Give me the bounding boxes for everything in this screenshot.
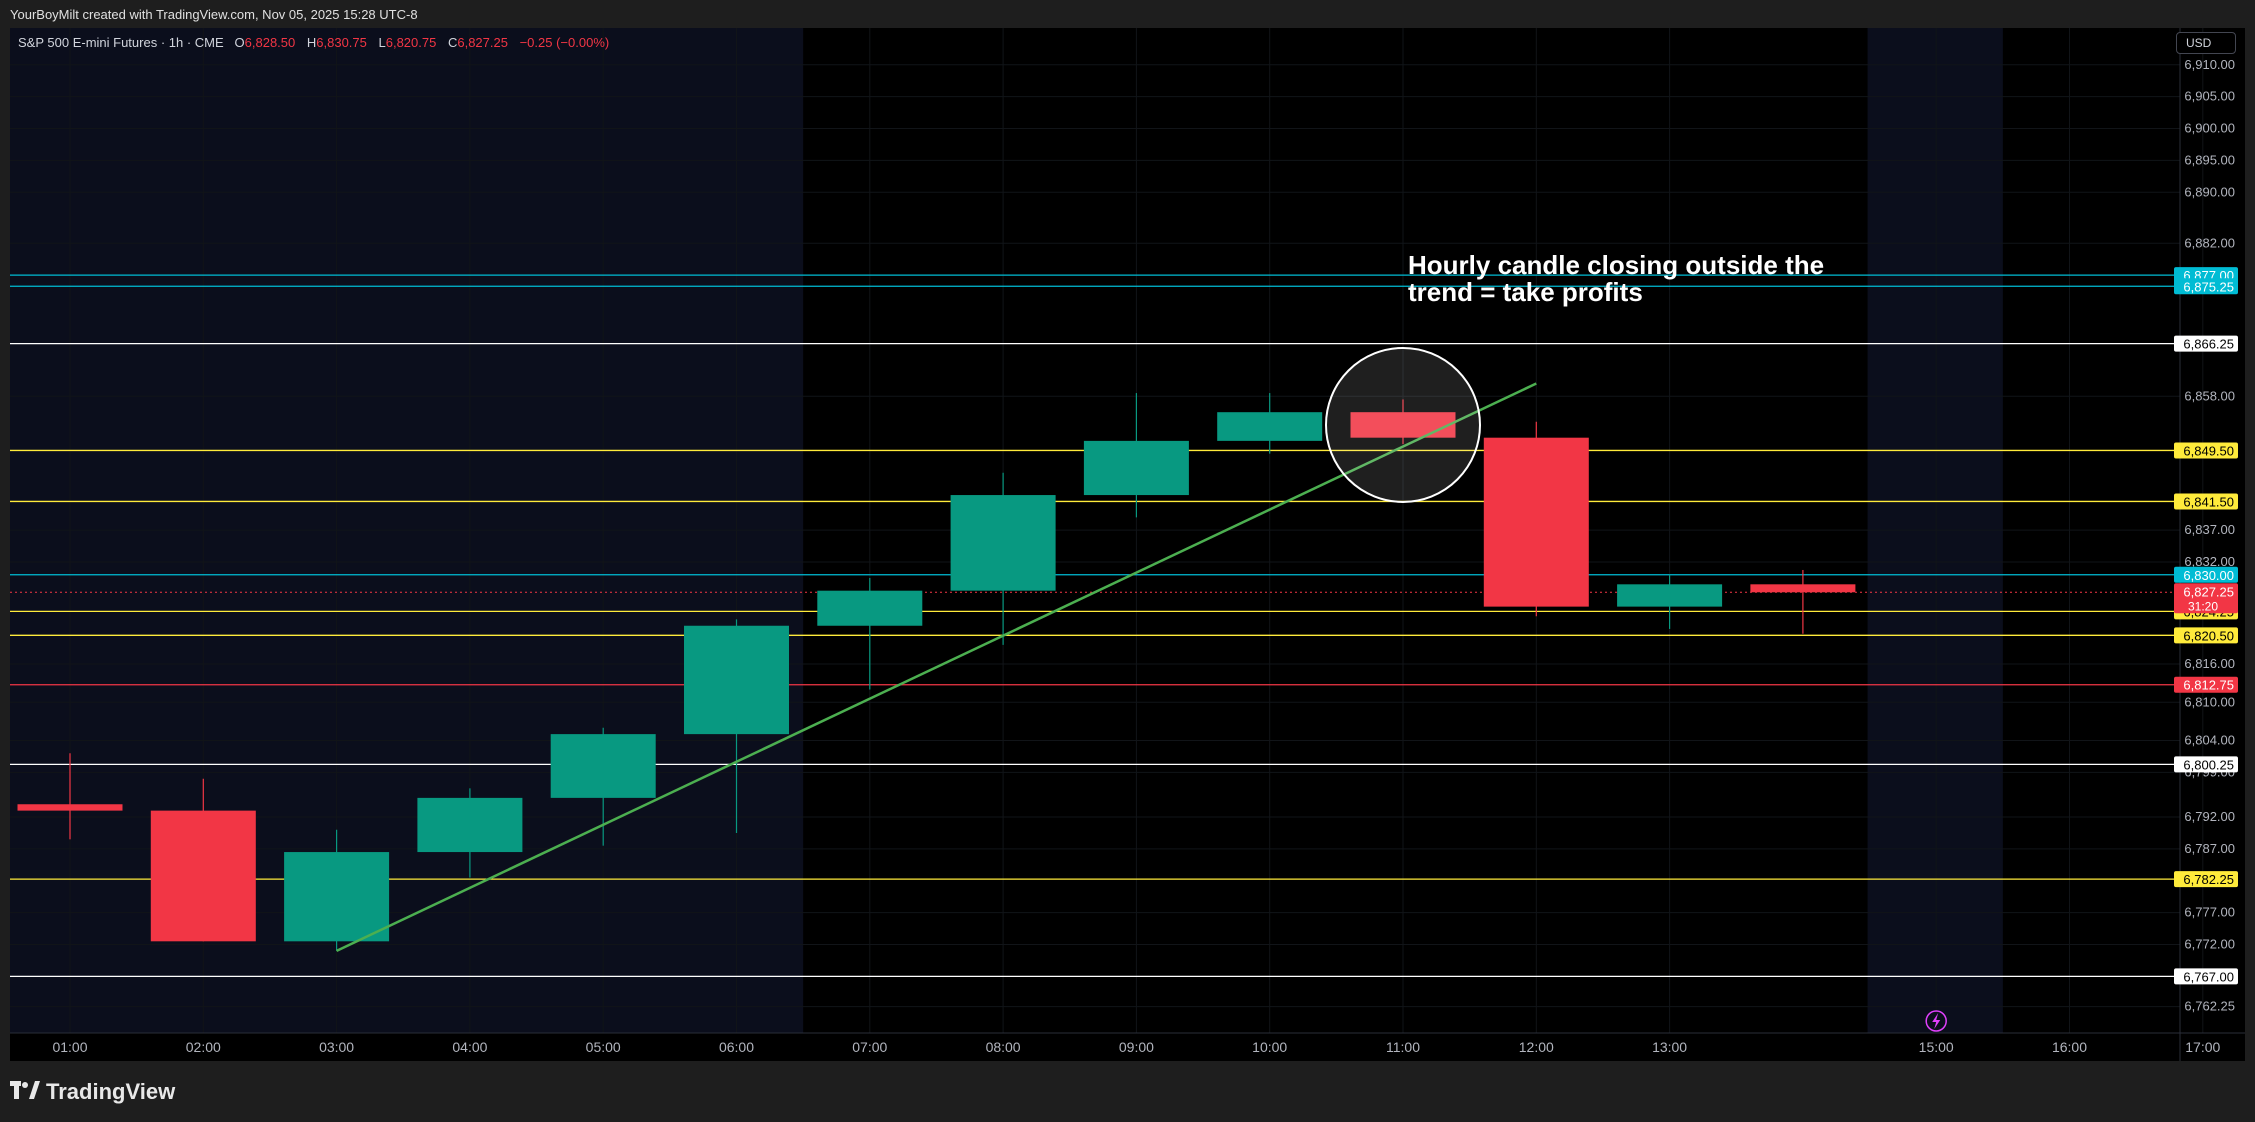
- price-tick-label: 6,777.00: [2184, 905, 2235, 920]
- candle-body: [1617, 584, 1723, 607]
- lightning-icon-bolt: [1932, 1013, 1941, 1029]
- price-tick-label: 6,882.00: [2184, 235, 2235, 250]
- time-tick-label: 11:00: [1386, 1039, 1420, 1055]
- time-tick-label: 15:00: [1919, 1039, 1954, 1055]
- time-tick-label: 03:00: [319, 1039, 354, 1055]
- price-tick-label: 6,910.00: [2184, 57, 2235, 72]
- price-tick-label: 6,858.00: [2184, 388, 2235, 403]
- chart-pane[interactable]: 6,910.00 6,905.00 6,900.00 6,895.00 6,890.00…: [10, 28, 2245, 1061]
- level-price-tag: [2174, 756, 2238, 773]
- level-price-tag-label: 6,830.00: [2183, 568, 2234, 583]
- level-price-tag-label: 6,800.25: [2183, 757, 2234, 772]
- time-tick-label: 01:00: [52, 1039, 87, 1055]
- level-price-tag: [2174, 278, 2238, 295]
- time-tick-label: 16:00: [2052, 1039, 2087, 1055]
- level-price-tag-label: 6,849.50: [2183, 443, 2234, 458]
- price-tick-label: 6,895.00: [2184, 152, 2235, 167]
- candle-body: [1350, 412, 1456, 438]
- low-label: L: [378, 35, 386, 50]
- symbol-legend[interactable]: S&P 500 E-mini Futures · 1h · CME O6,828…: [18, 35, 617, 50]
- time-tick-label: 09:00: [1119, 1039, 1154, 1055]
- level-price-tag: [2174, 335, 2238, 352]
- time-tick-label: 02:00: [186, 1039, 221, 1055]
- level-price-tag-label: 6,812.75: [2183, 678, 2234, 693]
- level-price-tag-label: 6,841.50: [2183, 494, 2234, 509]
- level-price-tag-label: 6,782.25: [2183, 872, 2234, 887]
- change-value: −0.25 (−0.00%): [519, 35, 610, 50]
- price-tick-label: 6,905.00: [2184, 89, 2235, 104]
- lightning-icon-ring: [1925, 1010, 1947, 1032]
- price-tick-label: 6,816.00: [2184, 656, 2235, 671]
- chart-annotation-text: Hourly candle closing outside the trend …: [1408, 250, 1825, 307]
- price-tick-label: 6,762.25: [2184, 999, 2235, 1014]
- symbol-name[interactable]: S&P 500 E-mini Futures · 1h · CME: [18, 35, 224, 50]
- time-tick-label: 07:00: [852, 1039, 887, 1055]
- time-tick-label: 05:00: [586, 1039, 621, 1055]
- tradingview-logo-icon: [10, 1079, 40, 1105]
- level-price-tag: [2174, 442, 2238, 459]
- candle-body: [950, 495, 1056, 591]
- candle-body: [1083, 440, 1189, 496]
- candle-body: [1217, 412, 1323, 441]
- tradingview-logo[interactable]: TradingView: [10, 1079, 175, 1105]
- low-value: 6,820.75: [385, 35, 437, 50]
- price-tick-label: 6,772.00: [2184, 937, 2235, 952]
- last-price-tag-label: 6,827.25: [2183, 584, 2234, 599]
- lightning-icon: [1925, 1010, 1947, 1032]
- time-tick-label: 13:00: [1652, 1039, 1687, 1055]
- footer: [0, 1061, 2255, 1122]
- currency-button[interactable]: USD: [2176, 32, 2236, 54]
- price-tick-label: 6,810.00: [2184, 694, 2235, 709]
- candle-body: [17, 804, 123, 811]
- level-price-tag: [2174, 627, 2238, 644]
- last-price-countdown: 31:20: [2188, 599, 2218, 613]
- candle-body: [1483, 437, 1589, 607]
- level-price-tag-label: 6,820.50: [2183, 628, 2234, 643]
- last-price-tag: [2174, 583, 2238, 614]
- candle-body: [817, 590, 923, 626]
- price-tick-label: 6,890.00: [2184, 184, 2235, 199]
- close-label: C: [447, 35, 458, 50]
- highlight-circle: [1325, 346, 1481, 503]
- price-tick-label: 6,837.00: [2184, 522, 2235, 537]
- time-tick-label: 17:00: [2185, 1039, 2220, 1055]
- time-tick-label: 04:00: [452, 1039, 487, 1055]
- price-chart[interactable]: 6,910.00 6,905.00 6,900.00 6,895.00 6,890.00…: [10, 28, 2245, 1061]
- author-credit: YourBoyMilt created with TradingView.com…: [10, 7, 418, 22]
- candle-body: [1750, 584, 1856, 593]
- close-value: 6,827.25: [457, 35, 508, 50]
- price-tick-label: 6,900.00: [2184, 121, 2235, 136]
- price-tick-label: 6,804.00: [2184, 733, 2235, 748]
- level-price-tag-label: 6,875.25: [2183, 279, 2234, 294]
- level-price-tag-label: 6,866.25: [2183, 337, 2234, 352]
- price-tick-label: 6,792.00: [2184, 809, 2235, 824]
- price-tick-label: 6,832.00: [2184, 554, 2235, 569]
- level-price-tag-label: 6,767.00: [2183, 969, 2234, 984]
- price-tick-label: 6,787.00: [2184, 841, 2235, 856]
- level-price-tag: [2174, 871, 2238, 888]
- level-price-tag: [2174, 676, 2238, 693]
- trendline: [336, 382, 1537, 953]
- time-tick-label: 12:00: [1519, 1039, 1554, 1055]
- candle-body: [150, 810, 256, 942]
- candle-body: [417, 797, 523, 853]
- high-value: 6,830.75: [316, 35, 367, 50]
- time-tick-label: 10:00: [1252, 1039, 1287, 1055]
- level-price-tag: [2174, 493, 2238, 510]
- top-bar: YourBoyMilt created with TradingView.com…: [0, 0, 2255, 28]
- time-tick-label: 08:00: [986, 1039, 1021, 1055]
- candle-body: [684, 625, 789, 735]
- open-value: 6,828.50: [244, 35, 296, 50]
- level-price-tag: [2174, 566, 2238, 583]
- time-tick-label: 06:00: [719, 1039, 754, 1055]
- high-label: H: [306, 35, 317, 50]
- open-label: O: [234, 35, 245, 50]
- level-price-tag: [2174, 968, 2238, 985]
- candle-body: [550, 734, 656, 798]
- tradingview-logo-text: TradingView: [46, 1079, 176, 1104]
- candle-body: [284, 852, 390, 942]
